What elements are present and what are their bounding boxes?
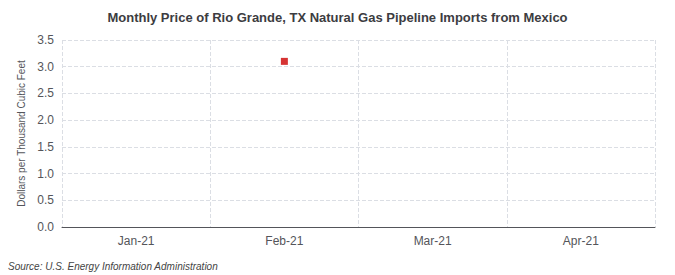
svg-text:2.0: 2.0 [37, 113, 54, 127]
svg-text:3.0: 3.0 [37, 60, 54, 74]
svg-text:3.5: 3.5 [37, 33, 54, 47]
svg-text:2.5: 2.5 [37, 86, 54, 100]
svg-text:Dollars per Thousand Cubic Fee: Dollars per Thousand Cubic Feet [16, 60, 27, 207]
svg-text:Jan-21: Jan-21 [118, 234, 155, 248]
svg-text:Monthly Price of Rio Grande, T: Monthly Price of Rio Grande, TX Natural … [107, 10, 567, 25]
svg-text:1.0: 1.0 [37, 167, 54, 181]
svg-text:0.5: 0.5 [37, 193, 54, 207]
svg-text:Apr-21: Apr-21 [563, 234, 599, 248]
svg-text:Source: U.S. Energy Informatio: Source: U.S. Energy Information Administ… [8, 261, 218, 272]
svg-text:Mar-21: Mar-21 [414, 234, 452, 248]
svg-text:1.5: 1.5 [37, 140, 54, 154]
svg-text:0.0: 0.0 [37, 220, 54, 234]
svg-text:Feb-21: Feb-21 [265, 234, 303, 248]
